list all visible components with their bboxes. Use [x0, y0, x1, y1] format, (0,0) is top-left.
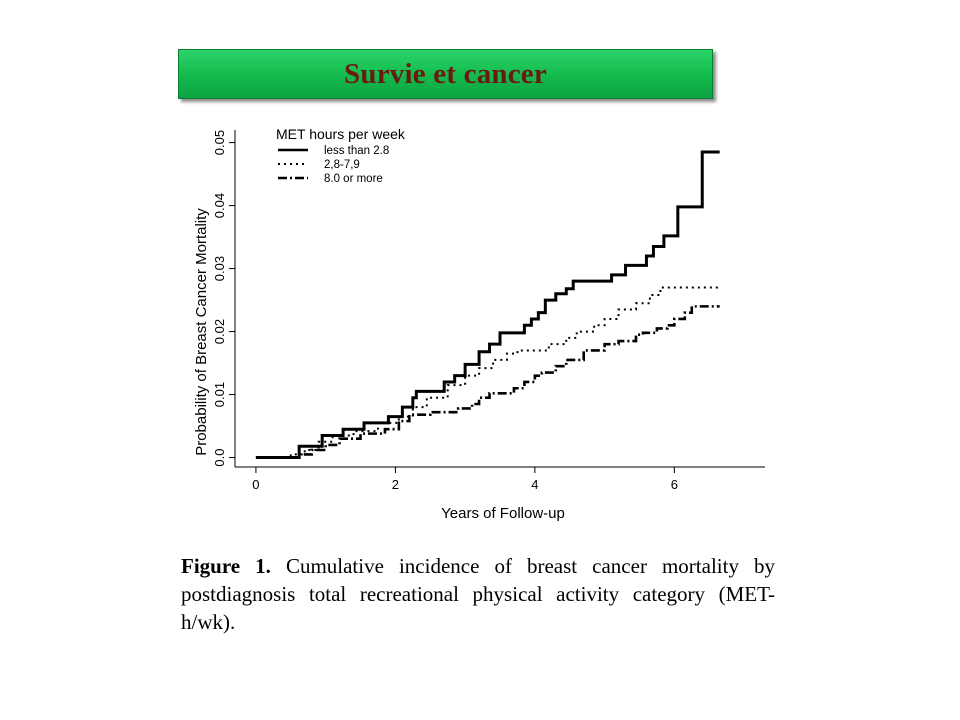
- y-tick-label: 0.03: [212, 256, 227, 281]
- y-tick-label: 0.01: [212, 382, 227, 407]
- legend: MET hours per week less than 2.8 2,8-7,9 8.…: [276, 126, 406, 185]
- x-tick-label: 2: [392, 477, 399, 492]
- series-group: [255, 150, 720, 460]
- axes: 0 2 4 6 0.0 0.01 0.02 0.03 0.04 0.05: [212, 130, 765, 492]
- title-banner: Survie et cancer: [178, 49, 713, 99]
- series-line-dotted: [255, 286, 720, 459]
- figure-caption-text: Cumulative incidence of breast cancer mo…: [181, 554, 775, 634]
- figure-caption: Figure 1. Cumulative incidence of breast…: [181, 552, 775, 636]
- y-axis-label: Probability of Breast Cancer Mortality: [193, 208, 210, 456]
- y-tick-label: 0.0: [212, 449, 227, 467]
- y-tick-label: 0.04: [212, 193, 227, 218]
- x-tick-label: 6: [671, 477, 678, 492]
- series-line-solid: [255, 150, 720, 460]
- x-tick-label: 0: [252, 477, 259, 492]
- series-line-dashdot: [255, 305, 720, 459]
- legend-entry: 8.0 or more: [324, 173, 383, 185]
- km-chart: 0 2 4 6 0.0 0.01 0.02 0.03 0.04 0.05 MET hours pe…: [193, 126, 765, 522]
- legend-title: MET hours per week: [276, 126, 406, 142]
- legend-entry: less than 2.8: [324, 145, 389, 157]
- y-tick-label: 0.05: [212, 130, 227, 155]
- x-tick-label: 4: [531, 477, 538, 492]
- x-axis-label: Years of Follow-up: [441, 505, 565, 522]
- y-tick-label: 0.02: [212, 319, 227, 344]
- figure-label: Figure 1.: [181, 554, 271, 578]
- legend-entry: 2,8-7,9: [324, 159, 360, 171]
- slide-title: Survie et cancer: [344, 57, 547, 90]
